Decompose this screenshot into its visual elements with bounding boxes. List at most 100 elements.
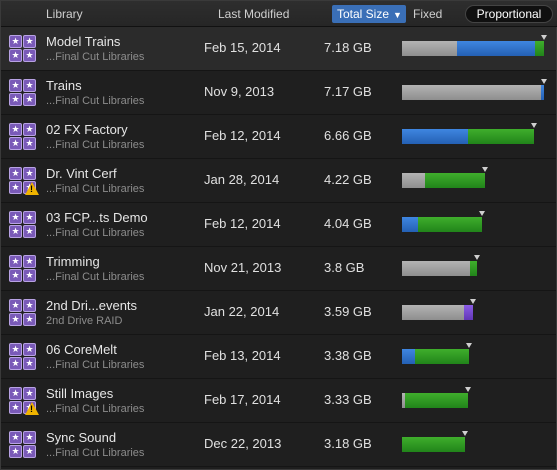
- library-column-header[interactable]: Library: [46, 7, 83, 21]
- library-icon: ★ ★ ★ ★!: [9, 167, 39, 195]
- star-tile-icon: ★: [9, 167, 22, 180]
- last-modified-date: Feb 12, 2014: [204, 128, 281, 143]
- total-size-value: 4.22 GB: [324, 172, 372, 187]
- usage-bar: [402, 393, 468, 408]
- library-row[interactable]: ★ ★ ★ ★ Trimming ...Final Cut Libraries Nov 21…: [1, 247, 556, 291]
- total-size-value: 3.38 GB: [324, 348, 372, 363]
- size-marker-icon: [541, 79, 547, 84]
- size-marker-icon: [541, 35, 547, 40]
- star-tile-icon: ★: [23, 255, 36, 268]
- library-name: 03 FCP...ts Demo: [46, 210, 148, 225]
- usage-segment-gray: [402, 261, 470, 276]
- library-location: ...Final Cut Libraries: [46, 403, 145, 415]
- star-tile-icon: ★: [23, 137, 36, 150]
- last-modified-column-header[interactable]: Last Modified: [218, 7, 290, 21]
- library-row[interactable]: ★ ★ ★ ★ 03 FCP...ts Demo ...Final Cut Librari…: [1, 203, 556, 247]
- usage-bar: [402, 437, 465, 452]
- total-size-value: 3.59 GB: [324, 304, 372, 319]
- star-tile-icon: ★: [9, 343, 22, 356]
- warning-icon: !: [25, 182, 39, 195]
- usage-segment-gray: [402, 41, 457, 56]
- star-tile-icon: ★: [23, 123, 36, 136]
- total-size-value: 7.17 GB: [324, 84, 372, 99]
- library-location: ...Final Cut Libraries: [46, 95, 145, 107]
- star-tile-icon: ★: [23, 445, 36, 458]
- library-name: Dr. Vint Cerf: [46, 166, 117, 181]
- library-location: ...Final Cut Libraries: [46, 359, 145, 371]
- library-icon: ★ ★ ★ ★: [9, 299, 37, 327]
- library-name: Sync Sound: [46, 430, 117, 445]
- usage-bar: [402, 129, 534, 144]
- star-tile-icon: ★: [9, 299, 22, 312]
- usage-segment-purple: [464, 305, 473, 320]
- library-row[interactable]: ★ ★ ★ ★ Sync Sound ...Final Cut Libraries Dec …: [1, 423, 556, 467]
- total-size-value: 3.8 GB: [324, 260, 365, 275]
- usage-bar: [402, 173, 485, 188]
- star-tile-icon: ★: [23, 269, 36, 282]
- star-tile-icon: ★: [23, 343, 36, 356]
- usage-segment-green: [405, 393, 468, 408]
- star-tile-icon: ★: [9, 123, 22, 136]
- library-icon: ★ ★ ★ ★: [9, 343, 37, 371]
- star-tile-icon: ★: [9, 445, 22, 458]
- star-tile-icon: ★: [23, 79, 36, 92]
- library-location: 2nd Drive RAID: [46, 315, 123, 327]
- size-marker-icon: [465, 387, 471, 392]
- star-tile-icon: ★: [9, 387, 22, 400]
- star-tile-icon: ★: [23, 35, 36, 48]
- total-size-value: 7.18 GB: [324, 40, 372, 55]
- last-modified-date: Feb 13, 2014: [204, 348, 281, 363]
- library-row[interactable]: ★ ★ ★ ★! Still Images ...Final Cut Libraries F…: [1, 379, 556, 423]
- last-modified-date: Nov 21, 2013: [204, 260, 282, 275]
- star-tile-icon: ★: [9, 401, 22, 414]
- fixed-scale-button[interactable]: Fixed: [413, 7, 443, 21]
- usage-segment-green: [425, 173, 485, 188]
- usage-bar: [402, 349, 469, 364]
- column-header-bar: Library Last Modified Total Size ▼ Fixed …: [1, 1, 557, 27]
- star-tile-icon: ★: [23, 49, 36, 62]
- star-tile-icon: ★: [9, 79, 22, 92]
- total-size-value: 3.18 GB: [324, 436, 372, 451]
- library-row[interactable]: ★ ★ ★ ★ 06 CoreMelt ...Final Cut Libraries Feb…: [1, 335, 556, 379]
- library-icon: ★ ★ ★ ★: [9, 123, 37, 151]
- usage-segment-blue: [402, 349, 415, 364]
- usage-bar: [402, 261, 477, 276]
- library-row[interactable]: ★ ★ ★ ★ 2nd Dri...events 2nd Drive RAID Jan 22…: [1, 291, 556, 335]
- star-tile-icon: ★: [23, 357, 36, 370]
- library-list: ★ ★ ★ ★ Model Trains ...Final Cut Libraries Fe…: [1, 27, 556, 467]
- star-tile-icon: ★: [9, 313, 22, 326]
- usage-segment-gray: [402, 393, 405, 408]
- usage-segment-green: [470, 261, 477, 276]
- total-size-column-header[interactable]: Total Size ▼: [332, 5, 406, 23]
- library-row[interactable]: ★ ★ ★ ★ Trains ...Final Cut Libraries Nov 9, 2…: [1, 71, 556, 115]
- library-name: 02 FX Factory: [46, 122, 128, 137]
- last-modified-date: Jan 22, 2014: [204, 304, 280, 319]
- library-row[interactable]: ★ ★ ★ ★! Dr. Vint Cerf ...Final Cut Libraries…: [1, 159, 556, 203]
- usage-segment-blue: [402, 129, 468, 144]
- library-row[interactable]: ★ ★ ★ ★ Model Trains ...Final Cut Libraries Fe…: [1, 27, 556, 71]
- size-marker-icon: [462, 431, 468, 436]
- last-modified-date: Feb 12, 2014: [204, 216, 281, 231]
- size-marker-icon: [482, 167, 488, 172]
- star-tile-icon: ★: [9, 269, 22, 282]
- size-marker-icon: [470, 299, 476, 304]
- last-modified-date: Feb 17, 2014: [204, 392, 281, 407]
- star-tile-icon: ★: [9, 93, 22, 106]
- last-modified-date: Nov 9, 2013: [204, 84, 275, 99]
- library-name: Trains: [46, 78, 82, 93]
- usage-segment-gray: [402, 173, 425, 188]
- usage-segment-gray: [402, 85, 541, 100]
- size-marker-icon: [479, 211, 485, 216]
- proportional-scale-button[interactable]: Proportional: [465, 5, 553, 23]
- library-icon: ★ ★ ★ ★: [9, 255, 37, 283]
- star-tile-icon: ★: [9, 49, 22, 62]
- total-size-label: Total Size: [337, 7, 390, 21]
- library-name: Model Trains: [46, 34, 121, 49]
- library-icon: ★ ★ ★ ★: [9, 211, 37, 239]
- star-tile-icon: ★: [9, 225, 22, 238]
- library-row[interactable]: ★ ★ ★ ★ 02 FX Factory ...Final Cut Libraries F…: [1, 115, 556, 159]
- star-tile-icon: ★: [23, 225, 36, 238]
- usage-bar: [402, 305, 473, 320]
- library-location: ...Final Cut Libraries: [46, 139, 145, 151]
